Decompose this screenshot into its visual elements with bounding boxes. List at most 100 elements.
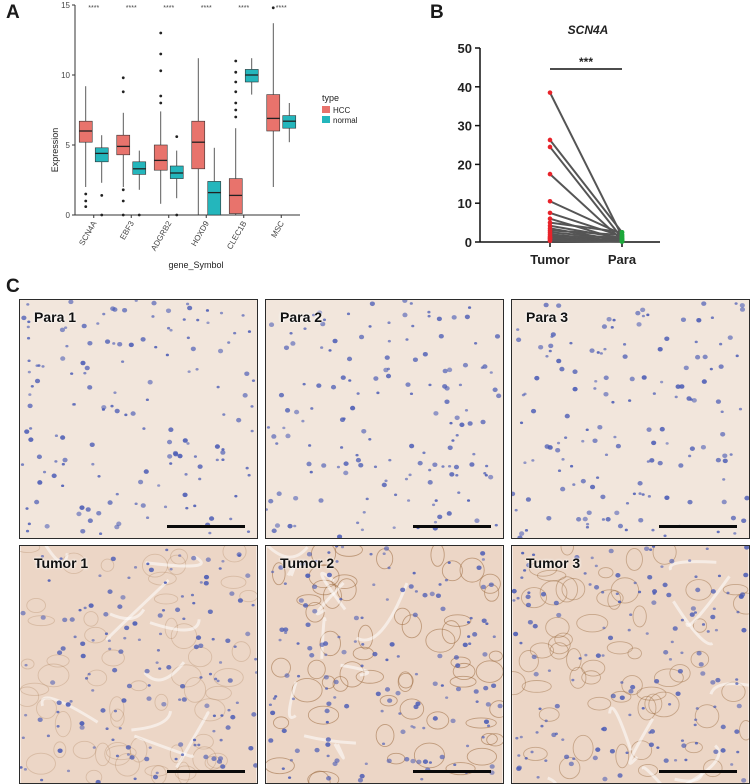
- nucleus: [533, 671, 539, 677]
- nucleus: [572, 369, 578, 374]
- tissue-background: [20, 300, 257, 538]
- nucleus: [625, 501, 630, 505]
- nucleus: [564, 436, 568, 439]
- membrane-stain: [84, 626, 107, 644]
- nucleus: [20, 766, 23, 769]
- nucleus: [190, 346, 196, 352]
- nucleus: [601, 726, 607, 732]
- membrane-stain: [625, 548, 643, 571]
- outlier-point: [234, 70, 238, 74]
- nucleus: [466, 499, 471, 502]
- nucleus: [321, 463, 327, 468]
- nucleus: [284, 673, 290, 678]
- nucleus: [101, 405, 107, 410]
- nucleus: [355, 453, 359, 457]
- ihc-image-tumor-1: Tumor 1: [19, 545, 258, 784]
- nucleus: [282, 426, 286, 430]
- outlier-point: [159, 69, 163, 73]
- tumor-point: [547, 144, 553, 150]
- nucleus: [44, 524, 50, 529]
- nucleus: [225, 638, 231, 644]
- membrane-stain: [426, 711, 450, 730]
- nucleus: [641, 375, 647, 380]
- stroma-strand: [674, 773, 704, 783]
- nucleus: [250, 405, 254, 408]
- membrane-stain: [222, 546, 247, 563]
- membrane-stain: [193, 733, 214, 750]
- membrane-stain: [399, 698, 425, 720]
- nucleus: [95, 779, 101, 783]
- membrane-stain: [271, 657, 291, 678]
- nucleus: [637, 590, 642, 594]
- nucleus: [310, 407, 314, 410]
- nucleus: [473, 689, 479, 694]
- nucleus: [216, 679, 220, 683]
- membrane-stain: [398, 672, 414, 689]
- nucleus: [662, 582, 668, 588]
- nucleus: [251, 379, 256, 382]
- membrane-stain: [46, 654, 70, 668]
- nucleus: [467, 635, 471, 638]
- nucleus: [590, 556, 594, 560]
- tissue-micrograph: [20, 546, 257, 783]
- nucleus: [110, 306, 116, 311]
- nucleus: [538, 707, 542, 711]
- nucleus: [161, 701, 167, 707]
- nucleus: [584, 653, 588, 657]
- nucleus: [220, 450, 226, 455]
- membrane-stain: [430, 546, 445, 567]
- membrane-stain: [441, 620, 461, 644]
- nucleus: [668, 703, 672, 706]
- nucleus: [402, 312, 408, 318]
- outlier-point: [234, 101, 238, 105]
- nucleus: [714, 628, 719, 632]
- nucleus: [87, 340, 93, 346]
- nucleus: [593, 585, 600, 590]
- nucleus: [440, 606, 446, 612]
- nucleus: [439, 754, 445, 760]
- nucleus: [398, 712, 402, 715]
- nucleus: [26, 303, 30, 306]
- nucleus: [720, 432, 726, 437]
- nucleus: [589, 484, 596, 490]
- nucleus: [416, 759, 422, 765]
- nucleus: [422, 351, 428, 357]
- nucleus: [601, 654, 605, 657]
- nucleus: [309, 653, 315, 658]
- nucleus: [91, 689, 95, 692]
- nucleus: [481, 735, 485, 739]
- nucleus: [110, 404, 114, 408]
- nucleus: [343, 461, 349, 466]
- nucleus: [312, 608, 318, 614]
- nucleus: [320, 346, 324, 349]
- nucleus: [735, 354, 739, 358]
- membrane-stain: [489, 700, 503, 718]
- nucleus: [485, 464, 489, 468]
- membrane-stain: [621, 675, 643, 696]
- nucleus: [272, 697, 276, 700]
- membrane-stain: [607, 590, 622, 610]
- stroma-strand: [44, 546, 69, 564]
- nucleus: [142, 427, 146, 430]
- nucleus: [455, 473, 459, 477]
- nucleus: [428, 383, 432, 387]
- nucleus: [492, 635, 496, 639]
- nucleus: [694, 741, 699, 745]
- nucleus: [333, 679, 339, 685]
- tumor-point: [547, 238, 553, 244]
- nucleus: [71, 403, 76, 406]
- membrane-stain: [523, 746, 548, 761]
- membrane-stain: [739, 720, 749, 741]
- nucleus: [383, 546, 390, 551]
- nucleus: [268, 703, 272, 707]
- membrane-stain: [722, 584, 749, 596]
- nucleus: [646, 313, 650, 317]
- nucleus: [362, 511, 366, 514]
- nucleus: [519, 421, 524, 425]
- nucleus: [546, 516, 552, 521]
- nucleus: [40, 615, 46, 620]
- nucleus: [355, 457, 362, 463]
- box: [244, 69, 259, 83]
- nucleus: [27, 522, 31, 526]
- nucleus: [696, 650, 702, 656]
